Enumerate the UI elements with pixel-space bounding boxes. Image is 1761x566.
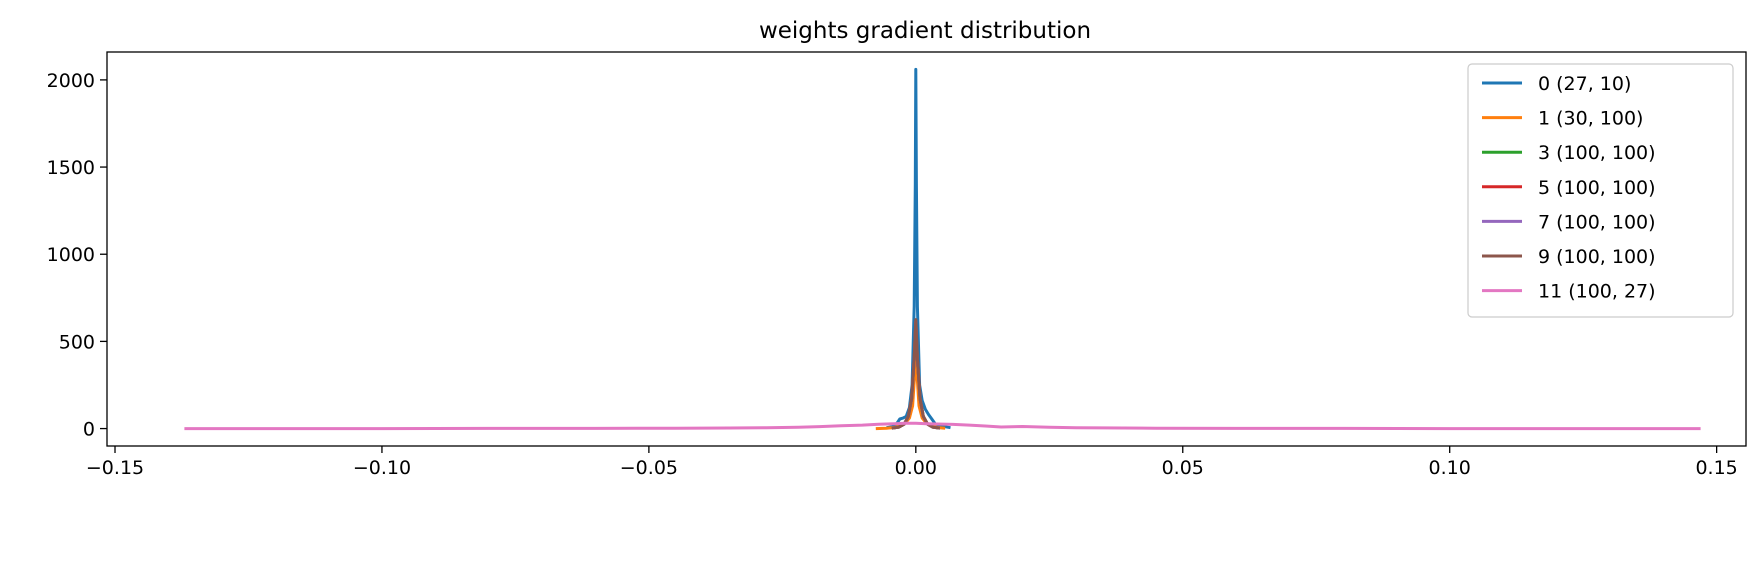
legend-label-5: 9 (100, 100): [1538, 246, 1656, 268]
legend-label-6: 11 (100, 27): [1538, 281, 1656, 303]
x-tick-label: 0.00: [895, 457, 937, 479]
y-tick-label: 2000: [47, 70, 95, 92]
x-tick-label: 0.05: [1162, 457, 1204, 479]
y-tick-label: 1500: [47, 157, 95, 179]
legend-box: [1467, 63, 1734, 318]
x-tick-label: 0.15: [1695, 457, 1737, 479]
legend-label-3: 5 (100, 100): [1538, 177, 1656, 199]
x-axis: −0.15 −0.10 −0.05 0.00 0.05 0.10 0.15: [86, 446, 1738, 479]
x-tick-label: −0.10: [353, 457, 411, 479]
legend-label-1: 1 (30, 100): [1538, 108, 1643, 130]
plot-frame: [106, 51, 1747, 447]
x-tick-label: −0.15: [86, 457, 144, 479]
chart-title: weights gradient distribution: [759, 18, 1091, 44]
legend-label-0: 0 (27, 10): [1538, 73, 1631, 95]
y-tick-label: 0: [83, 419, 95, 441]
series-line-6: [184, 421, 1701, 431]
legend-label-4: 7 (100, 100): [1538, 211, 1656, 233]
series-layer: [184, 67, 1701, 431]
x-tick-label: −0.05: [620, 457, 678, 479]
series-line-0: [886, 67, 951, 430]
x-tick-label: 0.10: [1429, 457, 1471, 479]
y-tick-label: 1000: [47, 244, 95, 266]
legend: 0 (27, 10) 1 (30, 100) 3 (100, 100) 5 (100,…: [1467, 63, 1734, 318]
y-tick-label: 500: [59, 331, 95, 353]
y-axis: 0 500 1000 1500 2000: [47, 70, 107, 441]
legend-label-2: 3 (100, 100): [1538, 142, 1656, 164]
